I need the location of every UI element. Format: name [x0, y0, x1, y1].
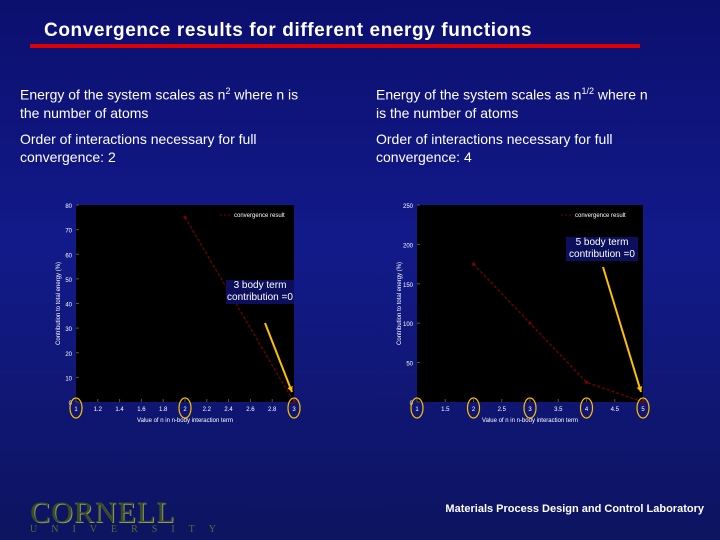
right-chart-annotation: 5 body term contribution =0	[566, 237, 638, 261]
left-energy-text-a: Energy of the system scales as n	[20, 86, 226, 103]
left-energy-text-line2: the number of atoms	[20, 104, 149, 121]
cornell-logo: CORNELL	[30, 496, 176, 529]
highlight-circle	[410, 397, 424, 419]
highlight-circle	[466, 397, 481, 419]
data-point	[292, 400, 296, 404]
right-energy-text-line2: is the number of atoms	[376, 104, 519, 121]
right-order-line1: Order of interactions necessary for full	[376, 131, 613, 147]
x-axis-label: Value of n in n-body interaction term	[137, 418, 233, 424]
data-point	[528, 321, 532, 325]
x-tick-label: 3	[528, 407, 532, 413]
x-tick-label: 1.6	[137, 407, 146, 413]
right-energy-text-a: Energy of the system scales as n	[376, 86, 582, 103]
x-tick-label: 4	[585, 407, 589, 413]
y-tick-label: 50	[65, 278, 72, 284]
slide-title: Convergence results for different energy…	[44, 20, 533, 41]
x-tick-label: 2.4	[224, 407, 233, 413]
y-axis-label: Contribution to total energy (%)	[56, 262, 62, 345]
left-order-text: Order of interactions necessary for full…	[20, 130, 360, 166]
highlight-circle	[523, 397, 537, 419]
x-tick-label: 2	[183, 407, 187, 413]
y-tick-label: 40	[65, 303, 72, 309]
left-energy-scaling-text: Energy of the system scales as n2 where …	[20, 82, 360, 122]
data-point	[641, 400, 645, 404]
left-energy-text-b: where n is	[230, 86, 299, 103]
x-tick-label: 3	[292, 407, 296, 413]
x-tick-label: 4.5	[611, 407, 620, 413]
x-axis-label: Value of n in n-body interaction term	[482, 418, 578, 424]
left-order-line2: convergence: 2	[20, 149, 116, 165]
x-tick-label: 2.8	[268, 407, 277, 413]
legend-label: convergence result	[575, 213, 626, 219]
y-tick-label: 20	[65, 352, 72, 358]
y-tick-label: 70	[65, 229, 72, 235]
annotation-arrowhead	[636, 386, 643, 392]
data-point	[584, 380, 589, 384]
series-line	[184, 217, 295, 403]
annotation-arrowhead	[287, 386, 293, 392]
left-order-line1: Order of interactions necessary for full	[20, 131, 257, 147]
footer-lab-name: Materials Process Design and Control Lab…	[445, 503, 704, 515]
y-tick-label: 100	[403, 322, 414, 328]
x-tick-label: 1.8	[159, 407, 168, 413]
x-tick-label: 1	[74, 407, 78, 413]
annotation-arrow	[602, 266, 642, 393]
x-tick-label: 3.5	[554, 407, 563, 413]
y-tick-label: 30	[65, 327, 72, 333]
x-tick-label: 5	[641, 407, 645, 413]
y-tick-label: 200	[403, 243, 414, 249]
y-tick-label: 80	[65, 204, 72, 210]
x-tick-label: 1	[415, 407, 419, 413]
x-tick-label: 1.4	[115, 407, 124, 413]
right-order-text: Order of interactions necessary for full…	[376, 130, 706, 166]
title-underline	[30, 44, 640, 48]
right-energy-scaling-text: Energy of the system scales as n1/2 wher…	[376, 82, 706, 122]
x-tick-label: 1.5	[441, 407, 450, 413]
highlight-circle	[579, 397, 594, 419]
data-point	[471, 262, 476, 266]
right-order-line2: convergence: 4	[376, 149, 472, 165]
y-tick-label: 150	[403, 283, 414, 289]
series-line	[473, 263, 644, 403]
highlight-circle	[178, 397, 192, 419]
highlight-circle	[69, 397, 83, 419]
x-tick-label: 1.2	[94, 407, 103, 413]
y-tick-label: 250	[403, 204, 414, 210]
right-energy-text-b: where n	[593, 86, 648, 103]
x-tick-label: 2.2	[203, 407, 212, 413]
y-tick-label: 60	[65, 253, 72, 259]
x-tick-label: 2.6	[246, 407, 255, 413]
cornell-logo-subtitle: UNIVERSITY	[30, 524, 230, 535]
left-chart-annotation: 3 body term contribution =0	[226, 280, 294, 304]
y-tick-label: 10	[65, 376, 72, 382]
highlight-circle	[636, 397, 650, 419]
x-tick-label: 2.5	[498, 407, 507, 413]
right-energy-exponent: 1/2	[581, 86, 594, 96]
data-point	[183, 215, 187, 219]
legend-label: convergence result	[234, 213, 285, 219]
left-energy-exponent: 2	[225, 86, 231, 96]
highlight-circle	[287, 397, 301, 419]
annotation-arrow	[264, 322, 293, 393]
y-axis-label: Contribution to total energy (%)	[397, 262, 403, 345]
plot-area	[417, 205, 643, 402]
x-tick-label: 2	[472, 407, 476, 413]
y-tick-label: 50	[406, 362, 413, 368]
